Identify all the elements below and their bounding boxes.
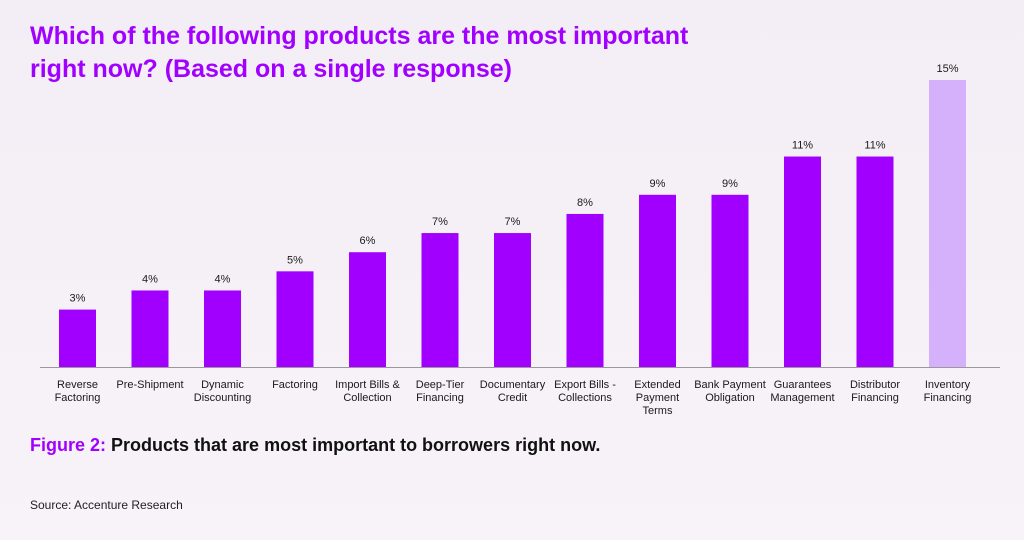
figure-caption-text: Products that are most important to borr… — [111, 435, 601, 455]
data-label: 9% — [722, 178, 738, 190]
data-label: 15% — [936, 63, 958, 75]
figure-label: Figure 2: — [30, 435, 107, 455]
bar — [639, 194, 676, 367]
x-tick-label: Inventory Financing — [924, 379, 972, 404]
x-tick-label: Distributor Financing — [850, 379, 900, 404]
bar-chart: 3% Reverse Factoring 4% Pre-Shipment 4% Dynami… — [40, 63, 1000, 417]
bar — [711, 194, 749, 367]
figure-caption: Figure 2: Products that are most importa… — [30, 435, 600, 456]
x-tick-label: Documentary Credit — [480, 379, 546, 404]
bar — [349, 252, 386, 367]
bar — [929, 80, 966, 367]
x-tick-label: Reverse Factoring — [55, 379, 101, 404]
x-tick-label: Bank Payment Obligation — [694, 379, 766, 404]
x-tick-label: Pre-Shipment — [116, 379, 183, 391]
x-tick-label: Factoring — [272, 379, 318, 391]
data-label: 5% — [287, 254, 303, 266]
data-label: 9% — [650, 178, 666, 190]
bar — [131, 290, 169, 367]
data-label: 11% — [792, 140, 813, 152]
data-label: 11% — [864, 140, 885, 152]
bar — [204, 290, 241, 367]
bar — [276, 271, 314, 367]
bar — [421, 233, 459, 367]
x-tick-label: Deep-Tier Financing — [416, 379, 465, 404]
data-label: 8% — [577, 197, 593, 209]
data-label: 4% — [142, 273, 158, 285]
data-label: 4% — [215, 273, 231, 285]
bar — [856, 156, 894, 367]
bar — [784, 156, 821, 367]
x-tick-label: Dynamic Discounting — [194, 379, 251, 404]
data-label: 7% — [505, 216, 521, 228]
data-label: 6% — [360, 235, 376, 247]
x-tick-label: Extended Payment Terms — [634, 379, 680, 417]
data-label: 3% — [70, 293, 86, 305]
x-tick-label: Guarantees Management — [770, 379, 834, 404]
x-tick-label: Import Bills & Collection — [335, 379, 400, 404]
x-tick-label: Export Bills -Collections — [554, 379, 616, 404]
bar — [566, 213, 604, 367]
source-note: Source: Accenture Research — [30, 498, 183, 512]
bar — [494, 233, 531, 367]
bar — [59, 309, 96, 367]
data-label: 7% — [432, 216, 448, 228]
chart-title: Which of the following products are the … — [30, 22, 689, 83]
